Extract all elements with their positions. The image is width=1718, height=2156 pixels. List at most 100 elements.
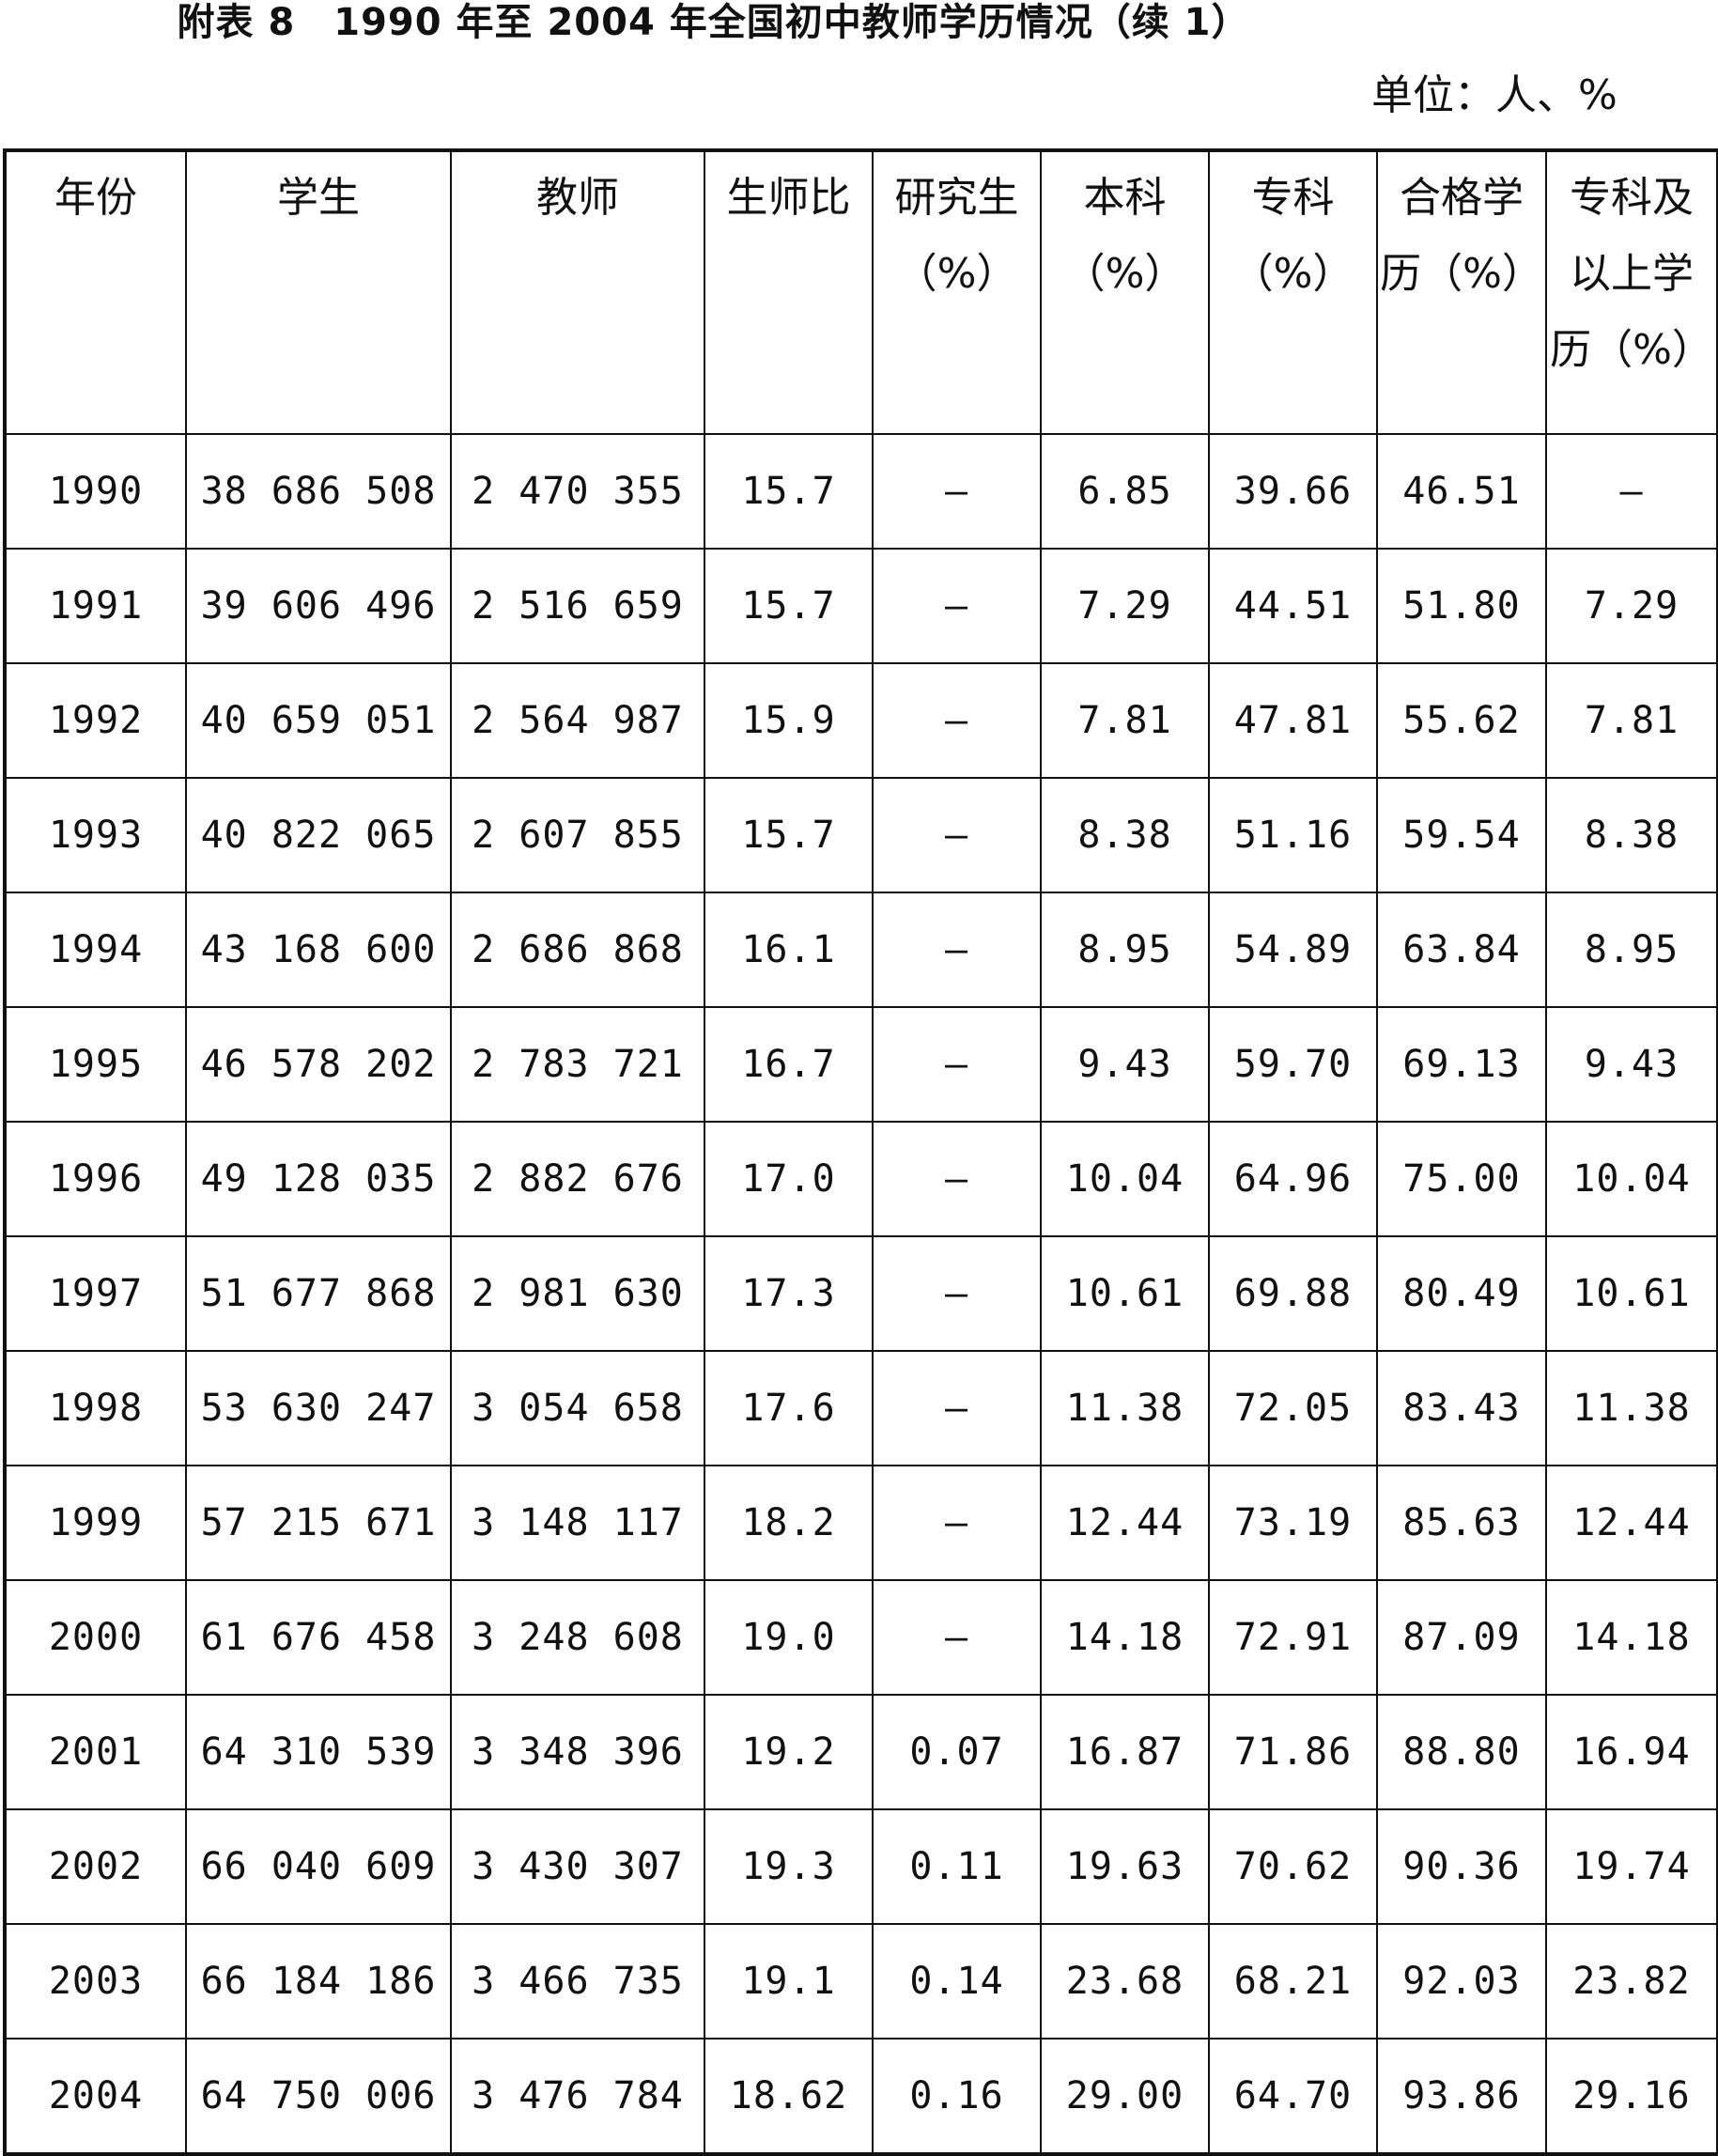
cell-associate-and-above-pct: 29.16 [1545, 2038, 1718, 2155]
cell-associate-and-above-pct: — [1545, 433, 1718, 550]
cell-year: 2000 [4, 1579, 187, 1696]
cell-students: 53 630 247 [185, 1350, 452, 1466]
cell-year: 1999 [4, 1465, 187, 1581]
cell-qualified-pct: 75.00 [1376, 1121, 1547, 1237]
header-line: 研究生 [894, 174, 1019, 222]
cell-teachers: 3 148 117 [450, 1465, 705, 1581]
cell-qualified-pct: 83.43 [1376, 1350, 1547, 1466]
teacher-education-table: 年份 学生 教师 生师比 研究生 （%） 本科 （%） 专科 （%） 合格学 历（%） 专科及 以上学 历（… [3, 148, 1718, 2156]
cell-bachelor-pct: 23.68 [1040, 1923, 1210, 2040]
cell-qualified-pct: 46.51 [1376, 433, 1547, 550]
cell-graduate-pct: — [872, 433, 1042, 550]
table-row: 1997 51 677 868 2 981 630 17.3—10.61 69.88 80… [4, 1235, 1718, 1352]
cell-student-teacher-ratio: 19.2 [704, 1694, 874, 1810]
header-students: 学生 [185, 149, 452, 435]
cell-student-teacher-ratio: 19.1 [704, 1923, 874, 2040]
table-row: 2004 64 750 006 3 476 784 18.62 0.16 29.00 64.… [4, 2038, 1718, 2155]
cell-associate-and-above-pct: 10.04 [1545, 1121, 1718, 1237]
table-row: 1990 38 686 508 2 470 355 15.7—6.85 39.66 46.… [4, 433, 1718, 550]
cell-teachers: 2 783 721 [450, 1006, 705, 1123]
cell-qualified-pct: 85.63 [1376, 1465, 1547, 1581]
cell-students: 39 606 496 [185, 548, 452, 664]
cell-qualified-pct: 51.80 [1376, 548, 1547, 664]
cell-teachers: 2 686 868 [450, 892, 705, 1008]
cell-students: 38 686 508 [185, 433, 452, 550]
cell-year: 2003 [4, 1923, 187, 2040]
cell-qualified-pct: 63.84 [1376, 892, 1547, 1008]
cell-graduate-pct: 0.11 [872, 1808, 1042, 1925]
cell-graduate-pct: — [872, 662, 1042, 779]
cell-graduate-pct: — [872, 1121, 1042, 1237]
header-row: 年份 学生 教师 生师比 研究生 （%） 本科 （%） 专科 （%） 合格学 历（%） 专科及 以上学 历（… [4, 149, 1718, 435]
cell-students: 40 822 065 [185, 777, 452, 893]
cell-bachelor-pct: 8.95 [1040, 892, 1210, 1008]
cell-students: 61 676 458 [185, 1579, 452, 1696]
cell-associate-and-above-pct: 7.29 [1545, 548, 1718, 664]
cell-graduate-pct: — [872, 892, 1042, 1008]
table-row: 1996 49 128 035 2 882 676 17.0—10.04 64.96 75… [4, 1121, 1718, 1237]
header-associate-pct: 专科 （%） [1208, 149, 1378, 435]
cell-graduate-pct: — [872, 777, 1042, 893]
cell-associate-and-above-pct: 19.74 [1545, 1808, 1718, 1925]
cell-students: 51 677 868 [185, 1235, 452, 1352]
table-row: 1994 43 168 600 2 686 868 16.1—8.95 54.89 63.… [4, 892, 1718, 1008]
cell-student-teacher-ratio: 15.7 [704, 777, 874, 893]
cell-associate-pct: 70.62 [1208, 1808, 1378, 1925]
cell-teachers: 2 564 987 [450, 662, 705, 779]
cell-students: 64 750 006 [185, 2038, 452, 2155]
cell-graduate-pct: — [872, 548, 1042, 664]
cell-qualified-pct: 88.80 [1376, 1694, 1547, 1810]
cell-year: 1997 [4, 1235, 187, 1352]
cell-qualified-pct: 92.03 [1376, 1923, 1547, 2040]
table-title: 附表 8 1990 年至 2004 年全国初中教师学历情况（续 1） [177, 1, 1250, 44]
cell-bachelor-pct: 12.44 [1040, 1465, 1210, 1581]
cell-associate-pct: 68.21 [1208, 1923, 1378, 2040]
cell-year: 2004 [4, 2038, 187, 2155]
cell-associate-and-above-pct: 9.43 [1545, 1006, 1718, 1123]
cell-year: 1998 [4, 1350, 187, 1466]
cell-bachelor-pct: 8.38 [1040, 777, 1210, 893]
cell-graduate-pct: — [872, 1465, 1042, 1581]
header-line: （%） [1231, 250, 1354, 298]
cell-associate-and-above-pct: 8.38 [1545, 777, 1718, 893]
header-associate-and-above-pct: 专科及 以上学 历（%） [1545, 149, 1718, 435]
cell-graduate-pct: 0.07 [872, 1694, 1042, 1810]
table-row: 1991 39 606 496 2 516 659 15.7—7.29 44.51 51.… [4, 548, 1718, 664]
table-row: 1992 40 659 051 2 564 987 15.9—7.81 47.81 55.… [4, 662, 1718, 779]
cell-student-teacher-ratio: 15.9 [704, 662, 874, 779]
cell-teachers: 3 054 658 [450, 1350, 705, 1466]
header-line: 年份 [54, 174, 137, 222]
cell-qualified-pct: 87.09 [1376, 1579, 1547, 1696]
cell-students: 66 040 609 [185, 1808, 452, 1925]
cell-qualified-pct: 90.36 [1376, 1808, 1547, 1925]
header-line: 生师比 [726, 174, 851, 222]
cell-associate-and-above-pct: 12.44 [1545, 1465, 1718, 1581]
cell-associate-pct: 64.70 [1208, 2038, 1378, 2155]
cell-associate-and-above-pct: 7.81 [1545, 662, 1718, 779]
cell-year: 1990 [4, 433, 187, 550]
cell-teachers: 2 981 630 [450, 1235, 705, 1352]
cell-student-teacher-ratio: 19.0 [704, 1579, 874, 1696]
cell-student-teacher-ratio: 15.7 [704, 548, 874, 664]
cell-associate-pct: 39.66 [1208, 433, 1378, 550]
cell-student-teacher-ratio: 19.3 [704, 1808, 874, 1925]
header-line: （%） [1063, 250, 1186, 298]
cell-teachers: 2 516 659 [450, 548, 705, 664]
cell-students: 66 184 186 [185, 1923, 452, 2040]
cell-associate-and-above-pct: 16.94 [1545, 1694, 1718, 1810]
cell-students: 49 128 035 [185, 1121, 452, 1237]
header-line: 历（%） [1550, 326, 1713, 374]
cell-bachelor-pct: 29.00 [1040, 2038, 1210, 2155]
cell-qualified-pct: 80.49 [1376, 1235, 1547, 1352]
cell-teachers: 3 430 307 [450, 1808, 705, 1925]
header-line: 专科 [1251, 174, 1335, 222]
cell-year: 1993 [4, 777, 187, 893]
header-teachers: 教师 [450, 149, 705, 435]
header-line: 历（%） [1380, 250, 1543, 298]
cell-bachelor-pct: 6.85 [1040, 433, 1210, 550]
cell-student-teacher-ratio: 18.62 [704, 2038, 874, 2155]
cell-associate-and-above-pct: 10.61 [1545, 1235, 1718, 1352]
header-line: 本科 [1083, 174, 1167, 222]
table-row: 2001 64 310 539 3 348 396 19.2 0.07 16.87 71.8… [4, 1694, 1718, 1810]
cell-year: 1995 [4, 1006, 187, 1123]
